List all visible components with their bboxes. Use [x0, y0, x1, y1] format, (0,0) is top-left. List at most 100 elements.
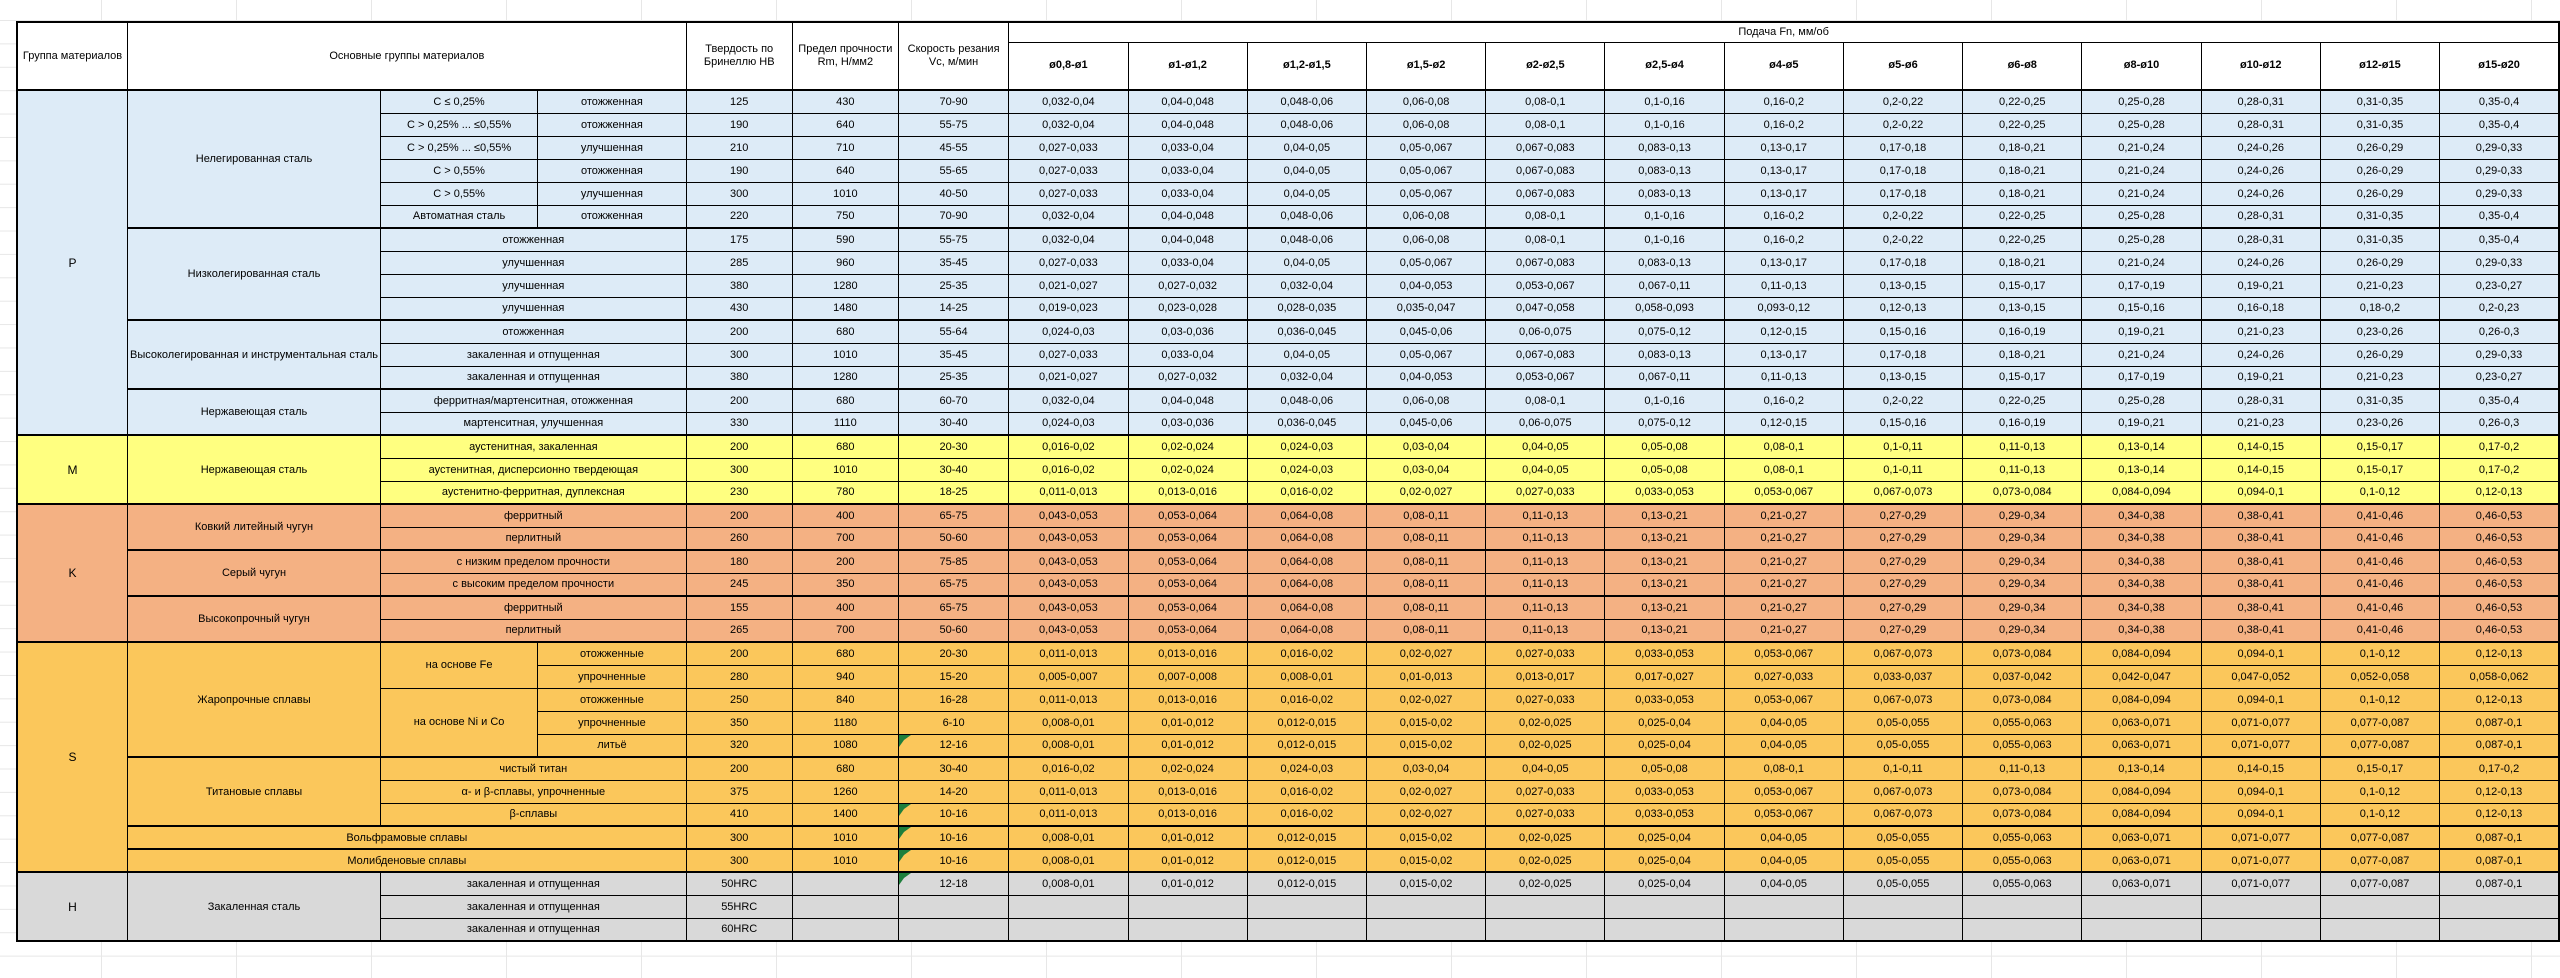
feed-value-cell: 0,019-0,023: [1008, 296, 1129, 321]
cutting-speed-cell: 25-35: [897, 273, 1010, 298]
cutting-speed-cell: 10-16: [897, 802, 1010, 827]
feed-value-cell: 0,13-0,14: [2081, 457, 2202, 482]
feed-value-cell: 0,027-0,032: [1127, 365, 1248, 390]
material-label-cell: С > 0,25% ... ≤0,55%: [379, 135, 539, 160]
feed-value-cell: 0,016-0,02: [1246, 641, 1367, 666]
feed-value-cell: 0,25-0,28: [2081, 89, 2202, 114]
table-row: Высоколегированная и инструментальная ст…: [17, 319, 2560, 390]
feed-value-cell: 0,024-0,03: [1008, 411, 1129, 436]
feed-value-cell: 0,29-0,33: [2439, 158, 2560, 183]
strength-cell: 1110: [791, 411, 899, 436]
material-label-cell: литьё: [537, 733, 687, 758]
feed-value-cell: 0,18-0,21: [1962, 135, 2083, 160]
feed-value-cell: 0,042-0,047: [2081, 664, 2202, 689]
feed-value-cell: 0,16-0,18: [2200, 296, 2321, 321]
feed-value-cell: [1127, 917, 1248, 942]
feed-value-cell: 0,11-0,13: [1485, 618, 1606, 643]
feed-value-cell: 0,13-0,17: [1723, 250, 1844, 275]
feed-value-cell: 0,12-0,13: [2439, 641, 2560, 666]
feed-value-cell: 0,12-0,13: [2439, 687, 2560, 712]
feed-value-cell: 0,008-0,01: [1008, 710, 1129, 735]
feed-value-cell: 0,31-0,35: [2319, 89, 2441, 114]
feed-value-cell: 0,033-0,053: [1604, 480, 1725, 505]
feed-value-cell: 0,08-0,11: [1365, 595, 1487, 620]
feed-value-cell: 0,02-0,025: [1485, 825, 1606, 850]
feed-value-cell: 0,26-0,3: [2439, 411, 2560, 436]
cutting-speed-cell: 15-20: [897, 664, 1010, 689]
feed-value-cell: 0,064-0,08: [1246, 618, 1367, 643]
feed-value-cell: 0,04-0,05: [1723, 710, 1844, 735]
cutting-speed-cell: 30-40: [897, 457, 1010, 482]
feed-value-cell: 0,22-0,25: [1962, 227, 2083, 252]
feed-value-cell: 0,064-0,08: [1246, 526, 1367, 551]
material-label-cell: отожженная: [537, 112, 687, 137]
feed-value-cell: 0,11-0,13: [1485, 503, 1606, 528]
feed-value-cell: [1962, 917, 2083, 942]
feed-value-cell: 0,15-0,17: [1962, 365, 2083, 390]
feed-value-cell: 0,063-0,071: [2081, 871, 2202, 896]
feed-value-cell: 0,033-0,04: [1127, 342, 1248, 367]
feed-value-cell: 0,067-0,083: [1485, 342, 1606, 367]
feed-value-cell: 0,043-0,053: [1008, 526, 1129, 551]
feed-value-cell: 0,048-0,06: [1246, 112, 1367, 137]
cutting-speed-cell: 60-70: [897, 388, 1010, 413]
material-label-cell: отожженная: [537, 158, 687, 183]
feed-value-cell: 0,047-0,052: [2200, 664, 2321, 689]
table-row: перлитный 265 700 50-60 0,043-0,053 0,053-0,0…: [17, 618, 2560, 643]
strength-cell: 780: [791, 480, 899, 505]
feed-value-cell: 0,34-0,38: [2081, 572, 2202, 597]
feed-value-cell: 0,043-0,053: [1008, 595, 1129, 620]
feed-value-cell: [1365, 917, 1487, 942]
feed-value-cell: 0,025-0,04: [1604, 871, 1725, 896]
feed-value-cell: 0,29-0,34: [1962, 618, 2083, 643]
feed-value-cell: 0,04-0,048: [1127, 204, 1248, 229]
hardness-cell: 300: [685, 848, 793, 873]
feed-value-cell: 0,27-0,29: [1842, 572, 1964, 597]
feed-diameter-header: ø2,5-ø4: [1604, 41, 1725, 91]
strength-cell: 1080: [791, 733, 899, 758]
feed-value-cell: [1723, 894, 1844, 919]
cutting-speed-cell: 65-75: [897, 503, 1010, 528]
feed-value-cell: 0,19-0,21: [2200, 273, 2321, 298]
feed-value-cell: 0,012-0,015: [1246, 825, 1367, 850]
hardness-cell: 330: [685, 411, 793, 436]
material-label-cell: с высоким пределом прочности: [380, 572, 687, 597]
feed-value-cell: 0,067-0,11: [1604, 273, 1725, 298]
feed-value-cell: 0,04-0,053: [1365, 273, 1487, 298]
material-label-cell: отожженная: [380, 319, 687, 344]
feed-value-cell: 0,015-0,02: [1365, 871, 1487, 896]
feed-value-cell: 0,064-0,08: [1246, 503, 1367, 528]
hardness-cell: 280: [685, 664, 793, 689]
table-row: улучшенная 285 960 35-45 0,027-0,033 0,033-0,…: [17, 250, 2560, 275]
feed-value-cell: 0,083-0,13: [1604, 342, 1725, 367]
feed-value-cell: 0,027-0,032: [1127, 273, 1248, 298]
feed-value-cell: 0,048-0,06: [1246, 227, 1367, 252]
feed-value-cell: 0,17-0,2: [2439, 434, 2560, 459]
material-label-cell: Нелегированная сталь: [127, 89, 381, 229]
feed-value-cell: 0,17-0,2: [2439, 457, 2560, 482]
header-material-group: Группа материалов: [16, 21, 128, 91]
feed-value-cell: 0,13-0,17: [1723, 158, 1844, 183]
cutting-speed-cell: 40-50: [897, 181, 1010, 206]
feed-value-cell: [1485, 917, 1606, 942]
feed-value-cell: 0,12-0,15: [1723, 319, 1844, 344]
feed-value-cell: 0,46-0,53: [2439, 595, 2560, 620]
feed-value-cell: 0,35-0,4: [2439, 388, 2560, 413]
strength-cell: 680: [791, 756, 899, 781]
feed-value-cell: 0,06-0,08: [1365, 112, 1487, 137]
feed-value-cell: 0,04-0,048: [1127, 227, 1248, 252]
feed-value-cell: 0,094-0,1: [2200, 687, 2321, 712]
feed-value-cell: 0,11-0,13: [1962, 756, 2083, 781]
hardness-cell: 350: [685, 710, 793, 735]
feed-value-cell: 0,02-0,025: [1485, 871, 1606, 896]
material-label-cell: β-сплавы: [380, 802, 687, 827]
hardness-cell: 60HRC: [685, 917, 793, 942]
feed-value-cell: 0,016-0,02: [1008, 434, 1129, 459]
feed-value-cell: 0,008-0,01: [1008, 848, 1129, 873]
feed-value-cell: 0,11-0,13: [1962, 434, 2083, 459]
feed-value-cell: 0,14-0,15: [2200, 434, 2321, 459]
feed-value-cell: 0,06-0,075: [1485, 411, 1606, 436]
feed-value-cell: 0,04-0,05: [1723, 848, 1844, 873]
feed-value-cell: 0,24-0,26: [2200, 342, 2321, 367]
table-row: K Ковкий литейный чугун ферритный 200 400 65-…: [16, 503, 2560, 643]
